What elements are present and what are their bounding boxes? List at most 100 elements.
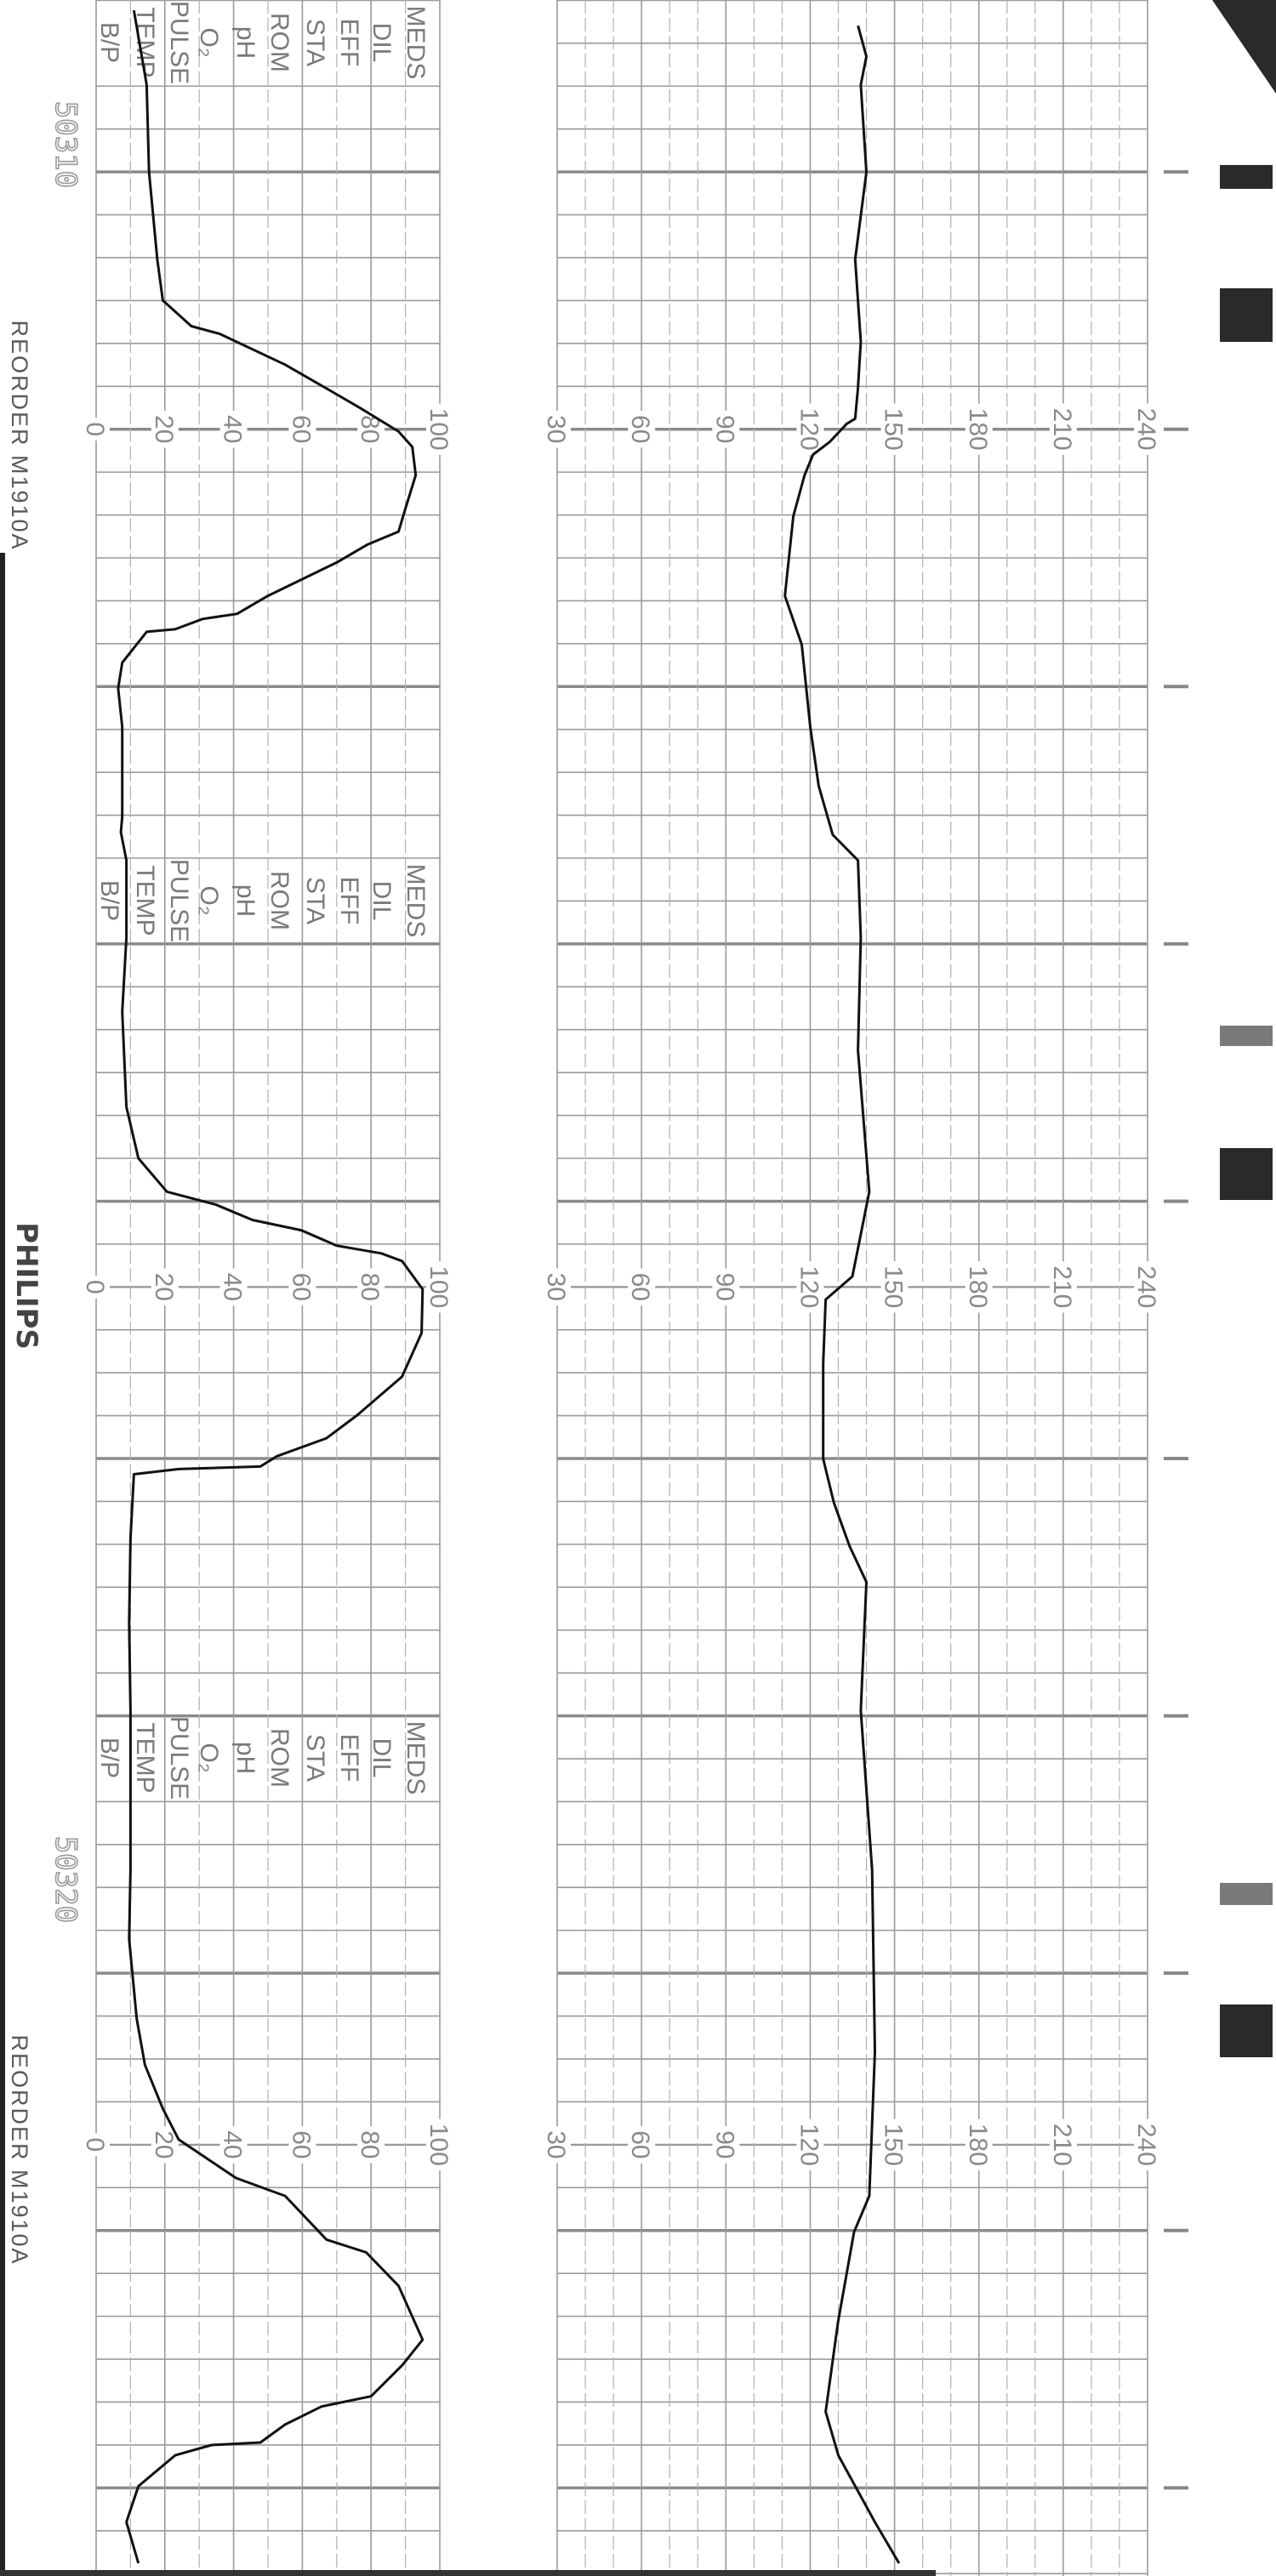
tick-label-background [83, 1275, 110, 1299]
philips-brand-logo: PHILIPS [9, 1222, 43, 1350]
registration-mark [1220, 2005, 1273, 2057]
tick-label-background [1134, 1261, 1162, 1313]
tick-label-background [288, 2126, 316, 2164]
paper-edge-shadow [0, 2570, 936, 2576]
row-label-bp: B/P [95, 1737, 123, 1778]
tick-label: 210 [1048, 2124, 1076, 2166]
tick-label-background [712, 2126, 740, 2164]
tick-label: 20 [150, 2130, 178, 2158]
tick-label-background [796, 403, 824, 455]
tick-label: 0 [81, 1280, 109, 1294]
tick-label: 80 [356, 2130, 384, 2158]
tick-label: 40 [219, 1273, 247, 1301]
tick-label-background [1049, 403, 1077, 455]
registration-mark [1220, 1026, 1273, 1046]
tick-label: 150 [880, 408, 908, 451]
tick-label-background [544, 410, 571, 448]
row-label-temp: TEMP [131, 865, 159, 935]
registration-mark [1220, 1148, 1273, 1200]
tick-label: 180 [964, 1265, 992, 1308]
tick-label: 210 [1048, 408, 1076, 451]
row-label-dil: DIL [367, 1738, 396, 1778]
tick-label-background [426, 1261, 453, 1313]
tick-label-background [712, 1268, 740, 1306]
tick-label: 90 [710, 1273, 738, 1301]
tick-label: 120 [795, 2124, 823, 2166]
tick-label: 30 [542, 1273, 570, 1301]
tick-label-background [1134, 2118, 1162, 2171]
tick-label: 60 [287, 415, 315, 443]
tick-label-background [965, 1261, 993, 1313]
row-label-dil: DIL [367, 881, 396, 921]
tick-label: 100 [424, 2124, 453, 2166]
row-label-pulse: PULSE [165, 1, 193, 84]
tick-label: 30 [542, 2130, 570, 2158]
upper-trace-line [783, 25, 901, 2564]
tick-label: 150 [880, 2124, 908, 2166]
tick-label-background [544, 1268, 571, 1306]
tick-label-background [796, 1261, 824, 1313]
tick-label: 180 [964, 408, 992, 451]
page-number: 50320 [48, 1836, 83, 1923]
row-label-rom: ROM [265, 871, 293, 930]
lower-trace-line [117, 9, 424, 2564]
tick-label-background [1049, 2118, 1077, 2171]
tick-label: 150 [880, 1265, 908, 1308]
tick-label-background [151, 410, 179, 448]
tick-label: 240 [1132, 2124, 1160, 2166]
row-label-sta: STA [301, 1734, 329, 1782]
reorder-text: REORDER M1910A [7, 2034, 32, 2265]
row-label-temp: TEMP [131, 1722, 159, 1793]
tick-label: 240 [1132, 408, 1160, 451]
page-number: 50310 [48, 101, 83, 188]
tick-label-background [426, 2118, 453, 2171]
tick-label-background [83, 2133, 110, 2157]
tick-label: 20 [150, 415, 178, 443]
tick-label-background [151, 1268, 179, 1306]
paper-edge-shadow [0, 553, 5, 2576]
tick-label-background [288, 1268, 316, 1306]
tick-label-background [357, 2126, 385, 2164]
tick-label: 90 [710, 415, 738, 443]
row-label-ph: pH [231, 26, 259, 59]
tick-label-background [628, 410, 656, 448]
tick-label: 120 [795, 1265, 823, 1308]
tick-label-background [426, 403, 453, 455]
tick-label-background [628, 2126, 656, 2164]
tick-label: 60 [287, 2130, 315, 2158]
tick-label-background [1049, 1261, 1077, 1313]
row-label-ph: pH [231, 884, 259, 917]
paper-corner-shadow [1212, 0, 1276, 94]
tick-label: 180 [964, 2124, 992, 2166]
row-label-bp: B/P [95, 22, 123, 63]
tick-label: 80 [356, 1273, 384, 1301]
row-label-o: O₂ [195, 1743, 223, 1773]
row-label-bp: B/P [95, 880, 123, 921]
tick-label-background [880, 403, 909, 455]
tick-label: 60 [626, 415, 654, 443]
tick-label-background [544, 2126, 571, 2164]
tick-label-background [219, 2126, 248, 2164]
row-label-meds: MEDS [402, 6, 430, 80]
registration-mark [1220, 1883, 1273, 1905]
tick-label: 100 [424, 1265, 453, 1308]
row-label-o: O₂ [195, 886, 223, 916]
tick-label: 240 [1132, 1265, 1160, 1308]
row-label-meds: MEDS [402, 1721, 430, 1795]
row-label-ph: pH [231, 1742, 259, 1774]
tick-label-background [796, 2118, 824, 2171]
tick-label-background [880, 2118, 909, 2171]
tick-label: 40 [219, 2130, 247, 2158]
row-label-dil: DIL [367, 23, 396, 63]
tick-label-background [1134, 403, 1162, 455]
tick-label: 40 [219, 415, 247, 443]
tick-label-background [357, 410, 385, 448]
tick-label: 100 [424, 408, 453, 451]
row-label-eff: EFF [335, 877, 363, 925]
tick-label: 0 [81, 2138, 109, 2152]
row-label-meds: MEDS [402, 864, 430, 938]
tick-label: 30 [542, 415, 570, 443]
row-label-pulse: PULSE [165, 859, 193, 942]
